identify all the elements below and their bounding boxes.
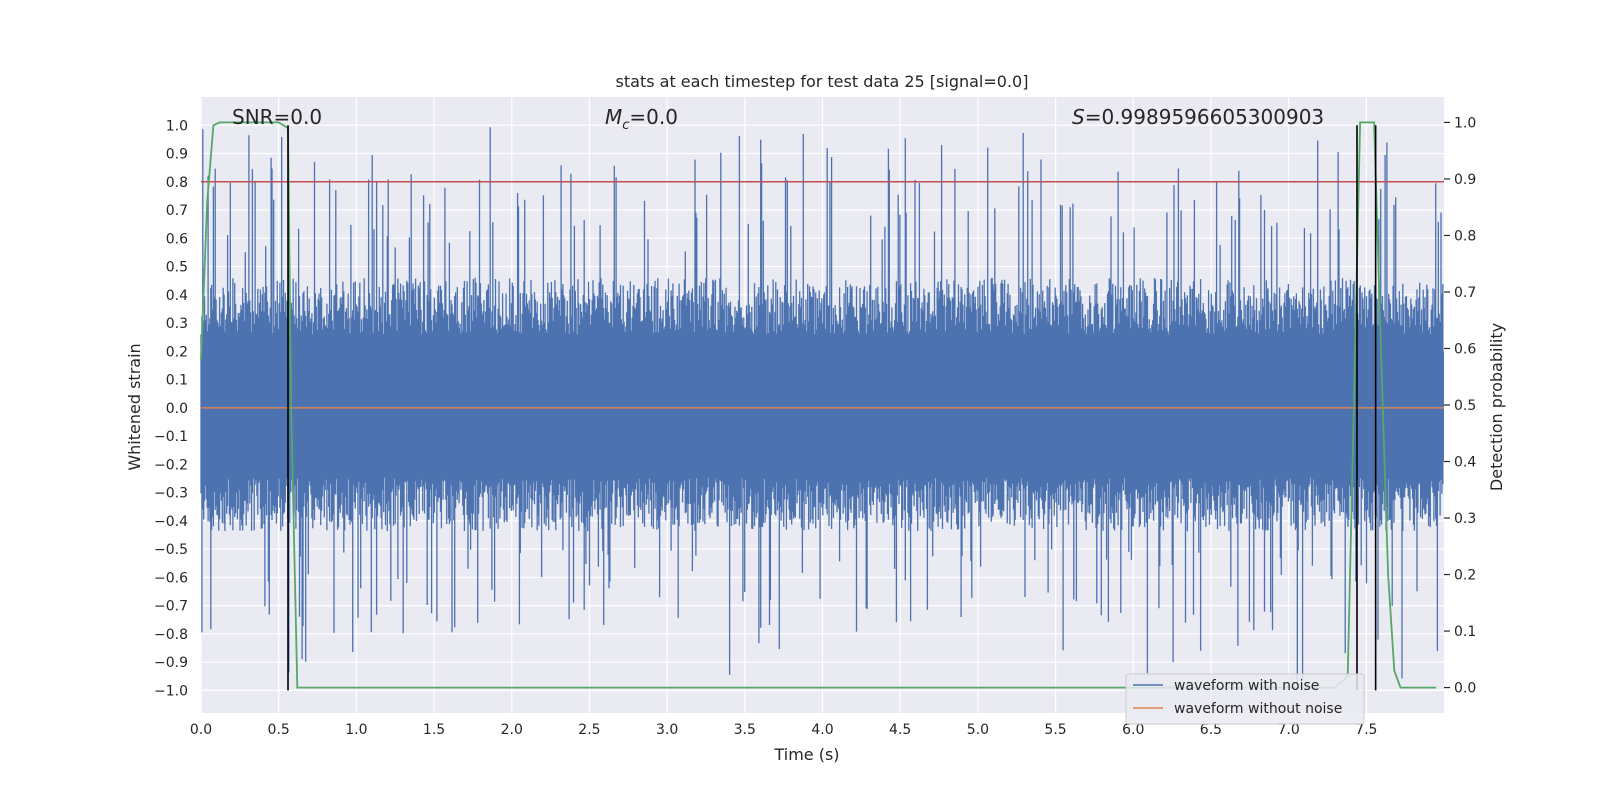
y-right-tick-label: 0.6 [1454,341,1476,357]
y-axis-right: 0.0 0.1 0.2 0.3 0.4 0.5 0.6 0.7 0.8 0.9 1.0 [1444,115,1476,697]
x-tick-label: 5.5 [1044,722,1066,738]
waveform-with-noise-series [200,127,1444,685]
y-left-tick-label: 0.1 [166,373,188,389]
y-left-tick-label: 0.8 [166,175,188,191]
x-tick-label: 7.5 [1355,722,1377,738]
y-left-tick-label: −0.7 [154,599,188,615]
y-right-tick-label: 0.1 [1454,624,1476,640]
y-left-tick-label: 1.0 [166,118,188,134]
y-axis-left: −1.0 −0.9 −0.8 −0.7 −0.6 −0.5 −0.4 −0.3 −0.2 −0.1… [154,118,188,699]
y-left-tick-label: −0.1 [154,429,188,445]
y-left-tick-label: −0.8 [154,627,188,643]
y-right-tick-label: 0.3 [1454,511,1476,527]
y-right-tick-label: 0.5 [1454,398,1476,414]
chirp-mass-annotation: Mc=0.0 [605,105,678,133]
y-axis-right-label: Detection probability [1487,323,1506,491]
x-tick-label: 0.5 [268,722,290,738]
legend-label-noise: waveform with noise [1174,678,1319,694]
y-left-tick-label: 0.0 [166,401,188,417]
x-tick-label: 7.0 [1277,722,1299,738]
x-axis: 0.0 0.5 1.0 1.5 2.0 2.5 3.0 3.5 4.0 4.5 5.0 5.5 6.0 6… [190,722,1378,738]
statistic-annotation: S=0.9989596605300903 [1072,105,1324,129]
y-left-tick-label: −0.6 [154,570,188,586]
y-left-tick-label: 0.6 [166,231,188,247]
x-tick-label: 4.5 [889,722,911,738]
x-tick-label: 1.5 [423,722,445,738]
y-axis-left-label: Whitened strain [125,343,144,470]
x-tick-label: 3.0 [656,722,678,738]
x-tick-label: 2.5 [578,722,600,738]
x-tick-label: 0.0 [190,722,212,738]
y-left-tick-label: 0.7 [166,203,188,219]
y-left-tick-label: −1.0 [154,683,188,699]
y-left-tick-label: −0.3 [154,486,188,502]
y-left-tick-label: 0.5 [166,260,188,276]
legend: waveform with noise waveform without noi… [1125,673,1365,725]
y-left-tick-label: 0.3 [166,316,188,332]
x-tick-label: 5.0 [967,722,989,738]
legend-label-clean: waveform without noise [1174,701,1342,717]
y-left-tick-label: 0.2 [166,344,188,360]
x-axis-label: Time (s) [773,745,839,764]
x-tick-label: 1.0 [345,722,367,738]
y-left-tick-label: 0.9 [166,147,188,163]
noise-trace [200,127,1444,685]
y-left-tick-label: −0.5 [154,542,188,558]
snr-annotation: SNR=0.0 [232,105,322,129]
x-tick-label: 6.0 [1122,722,1144,738]
x-tick-label: 3.5 [734,722,756,738]
vertical-markers [287,125,1377,691]
y-left-tick-label: −0.2 [154,457,188,473]
y-right-tick-label: 0.7 [1454,285,1476,301]
y-right-tick-label: 0.0 [1454,681,1476,697]
x-tick-label: 6.5 [1200,722,1222,738]
y-right-tick-label: 0.9 [1454,172,1476,188]
x-tick-label: 2.0 [501,722,523,738]
y-left-tick-label: −0.4 [154,514,188,530]
y-right-tick-label: 0.4 [1454,455,1476,471]
y-left-tick-label: 0.4 [166,288,188,304]
x-tick-label: 4.0 [811,722,833,738]
y-right-tick-label: 0.8 [1454,228,1476,244]
chart-title: stats at each timestep for test data 25 … [616,72,1029,91]
y-right-tick-label: 1.0 [1454,115,1476,131]
y-right-tick-label: 0.2 [1454,568,1476,584]
y-left-tick-label: −0.9 [154,655,188,671]
